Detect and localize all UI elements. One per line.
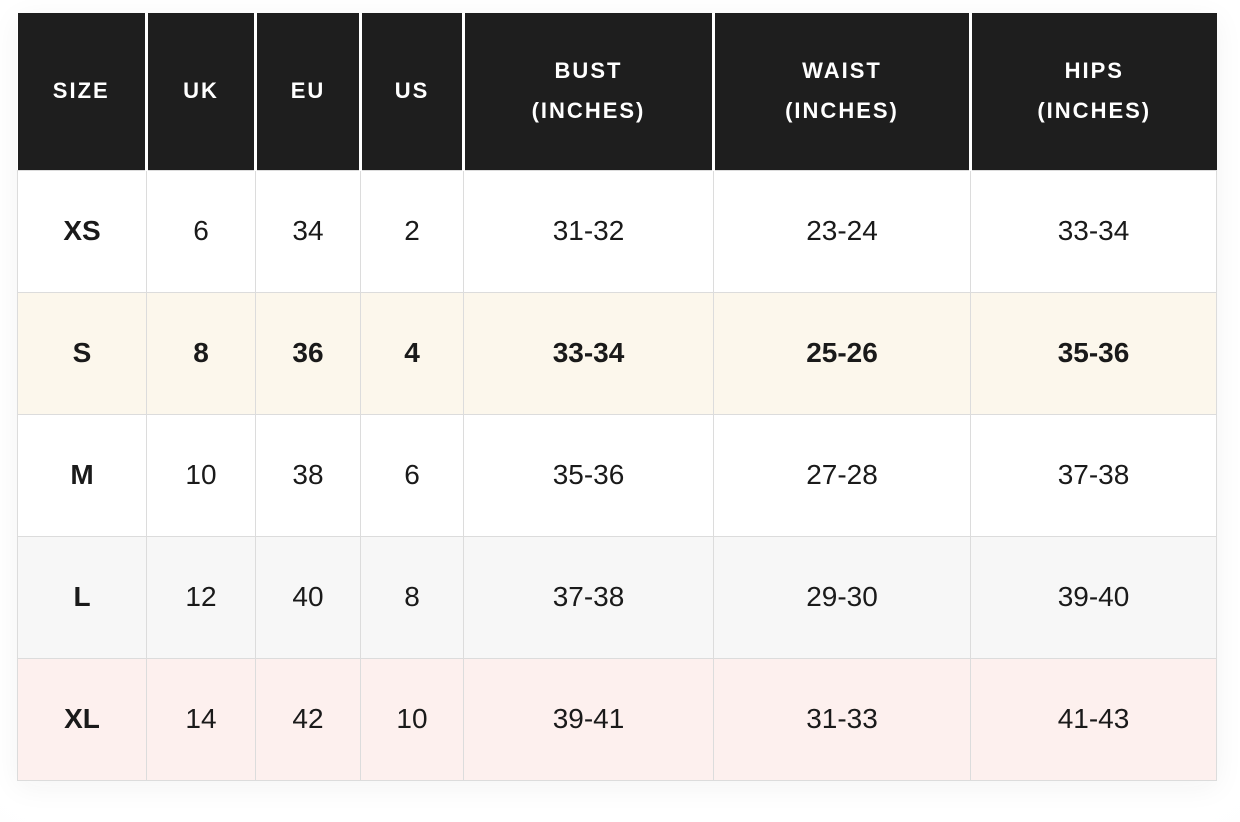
table-row-xl: XL 14 42 10 39-41 31-33 41-43 [17, 657, 1217, 781]
bust-value: 35-36 [463, 413, 714, 537]
eu-value: 38 [255, 413, 361, 537]
hips-value: 33-34 [970, 169, 1217, 293]
col-header-waist: WAIST (INCHES) [713, 13, 972, 170]
table-row-m: M 10 38 6 35-36 27-28 37-38 [17, 413, 1217, 537]
size-label: S [17, 291, 147, 415]
us-value: 4 [360, 291, 464, 415]
col-header-uk: UK [146, 13, 257, 170]
hips-value: 37-38 [970, 413, 1217, 537]
size-chart: SIZE UK EU US BUST (INCHES) WAIST (INCHE… [17, 13, 1217, 781]
table-row-xs: XS 6 34 2 31-32 23-24 33-34 [17, 169, 1217, 293]
col-header-hips: HIPS (INCHES) [970, 13, 1217, 170]
hips-value: 35-36 [970, 291, 1217, 415]
bust-value: 37-38 [463, 535, 714, 659]
uk-value: 10 [146, 413, 256, 537]
hips-value: 39-40 [970, 535, 1217, 659]
bust-value: 39-41 [463, 657, 714, 781]
table-row-l: L 12 40 8 37-38 29-30 39-40 [17, 535, 1217, 659]
uk-value: 12 [146, 535, 256, 659]
size-label: L [17, 535, 147, 659]
eu-value: 34 [255, 169, 361, 293]
waist-value: 29-30 [713, 535, 971, 659]
header-row: SIZE UK EU US BUST (INCHES) WAIST (INCHE… [17, 13, 1217, 170]
uk-value: 14 [146, 657, 256, 781]
col-header-us: US [360, 13, 465, 170]
us-value: 8 [360, 535, 464, 659]
uk-value: 6 [146, 169, 256, 293]
size-label: M [17, 413, 147, 537]
bust-value: 31-32 [463, 169, 714, 293]
us-value: 2 [360, 169, 464, 293]
bust-value: 33-34 [463, 291, 714, 415]
waist-value: 27-28 [713, 413, 971, 537]
size-chart-table: SIZE UK EU US BUST (INCHES) WAIST (INCHE… [17, 13, 1217, 781]
eu-value: 42 [255, 657, 361, 781]
col-header-bust: BUST (INCHES) [463, 13, 715, 170]
eu-value: 40 [255, 535, 361, 659]
eu-value: 36 [255, 291, 361, 415]
col-header-size: SIZE [17, 13, 148, 170]
waist-value: 23-24 [713, 169, 971, 293]
uk-value: 8 [146, 291, 256, 415]
table-row-s: S 8 36 4 33-34 25-26 35-36 [17, 291, 1217, 415]
waist-value: 25-26 [713, 291, 971, 415]
waist-value: 31-33 [713, 657, 971, 781]
size-label: XL [17, 657, 147, 781]
col-header-eu: EU [255, 13, 362, 170]
hips-value: 41-43 [970, 657, 1217, 781]
size-label: XS [17, 169, 147, 293]
us-value: 10 [360, 657, 464, 781]
us-value: 6 [360, 413, 464, 537]
